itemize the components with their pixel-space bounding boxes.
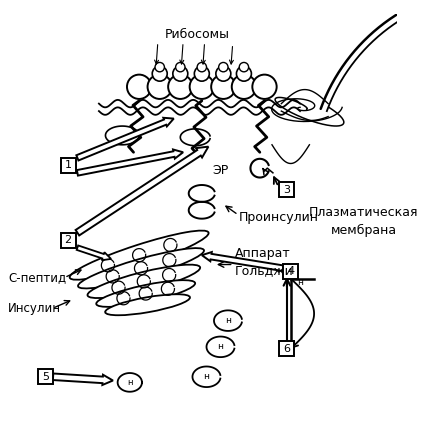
Text: 3: 3 <box>284 184 290 195</box>
Text: 2: 2 <box>64 235 72 245</box>
Circle shape <box>176 62 185 72</box>
Polygon shape <box>77 246 111 260</box>
Bar <box>61 158 75 173</box>
Text: н: н <box>204 372 209 381</box>
Circle shape <box>252 74 276 99</box>
Circle shape <box>190 74 214 99</box>
Text: Плазматическая
мембрана: Плазматическая мембрана <box>309 206 418 237</box>
Text: н: н <box>297 278 303 287</box>
Polygon shape <box>76 118 174 160</box>
Text: Аппарат
Гольджи: Аппарат Гольджи <box>234 247 293 277</box>
Text: н: н <box>218 342 223 351</box>
Circle shape <box>168 74 192 99</box>
Circle shape <box>194 66 209 81</box>
Text: н: н <box>127 378 133 387</box>
Text: Проинсулин: Проинсулин <box>239 211 319 224</box>
Circle shape <box>152 66 167 81</box>
Circle shape <box>239 62 248 72</box>
Circle shape <box>216 66 231 81</box>
Text: ЭР: ЭР <box>212 164 229 178</box>
Bar <box>283 264 298 279</box>
Text: 5: 5 <box>42 372 49 382</box>
Text: 6: 6 <box>284 344 290 354</box>
Text: С-пептид: С-пептид <box>8 271 66 284</box>
Circle shape <box>211 74 235 99</box>
Text: 4: 4 <box>287 266 294 276</box>
Ellipse shape <box>78 248 204 288</box>
Circle shape <box>127 74 151 99</box>
Text: Рибосомы: Рибосомы <box>165 28 230 41</box>
Polygon shape <box>53 374 113 385</box>
Ellipse shape <box>96 280 195 307</box>
Circle shape <box>173 66 188 81</box>
Ellipse shape <box>87 265 200 298</box>
Bar <box>279 182 294 197</box>
Circle shape <box>237 66 251 81</box>
Polygon shape <box>77 149 183 175</box>
Bar <box>38 369 53 384</box>
Circle shape <box>197 62 206 72</box>
Ellipse shape <box>70 231 209 280</box>
Bar <box>279 341 294 356</box>
Ellipse shape <box>105 294 190 315</box>
Circle shape <box>155 62 165 72</box>
Circle shape <box>232 74 256 99</box>
Bar <box>61 233 75 248</box>
Circle shape <box>219 62 228 72</box>
Circle shape <box>148 74 172 99</box>
Polygon shape <box>202 252 284 271</box>
Text: Инсулин: Инсулин <box>8 302 61 315</box>
Polygon shape <box>75 147 208 235</box>
Text: 1: 1 <box>64 160 72 170</box>
Text: н: н <box>225 316 231 325</box>
